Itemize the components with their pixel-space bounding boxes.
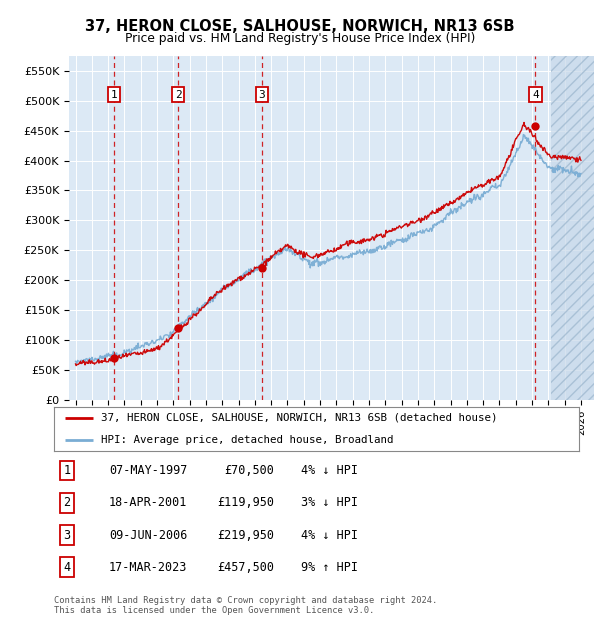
Text: 1: 1	[110, 90, 118, 100]
Text: £219,950: £219,950	[218, 529, 275, 541]
Text: 09-JUN-2006: 09-JUN-2006	[109, 529, 187, 541]
Text: 37, HERON CLOSE, SALHOUSE, NORWICH, NR13 6SB (detached house): 37, HERON CLOSE, SALHOUSE, NORWICH, NR13…	[101, 413, 498, 423]
Text: 4% ↓ HPI: 4% ↓ HPI	[301, 464, 358, 477]
Text: 18-APR-2001: 18-APR-2001	[109, 497, 187, 509]
Text: 9% ↑ HPI: 9% ↑ HPI	[301, 561, 358, 574]
Text: 37, HERON CLOSE, SALHOUSE, NORWICH, NR13 6SB: 37, HERON CLOSE, SALHOUSE, NORWICH, NR13…	[85, 19, 515, 35]
Text: HPI: Average price, detached house, Broadland: HPI: Average price, detached house, Broa…	[101, 435, 394, 445]
Text: £119,950: £119,950	[218, 497, 275, 509]
Text: 1: 1	[64, 464, 71, 477]
Text: £70,500: £70,500	[224, 464, 275, 477]
Text: 4: 4	[64, 561, 71, 574]
Text: 3: 3	[64, 529, 71, 541]
Text: 4% ↓ HPI: 4% ↓ HPI	[301, 529, 358, 541]
Bar	[551, 56, 597, 400]
Text: 2: 2	[64, 497, 71, 509]
Text: 2: 2	[175, 90, 182, 100]
Text: Price paid vs. HM Land Registry's House Price Index (HPI): Price paid vs. HM Land Registry's House …	[125, 32, 475, 45]
Text: 3: 3	[259, 90, 265, 100]
Text: £457,500: £457,500	[218, 561, 275, 574]
Text: 3% ↓ HPI: 3% ↓ HPI	[301, 497, 358, 509]
Text: Contains HM Land Registry data © Crown copyright and database right 2024.
This d: Contains HM Land Registry data © Crown c…	[54, 596, 437, 615]
Text: 07-MAY-1997: 07-MAY-1997	[109, 464, 187, 477]
Text: 17-MAR-2023: 17-MAR-2023	[109, 561, 187, 574]
Text: 4: 4	[532, 90, 539, 100]
